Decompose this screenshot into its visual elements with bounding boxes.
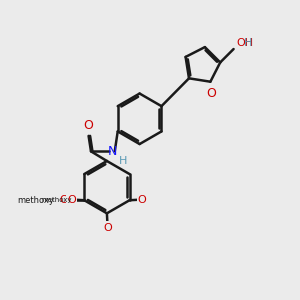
Text: O: O [206,87,216,100]
Text: H: H [119,156,127,167]
Text: methoxy: methoxy [18,196,55,205]
Text: H: H [243,38,252,47]
Text: OH: OH [236,38,253,47]
Text: O: O [84,119,94,132]
Text: O: O [68,195,76,205]
Text: O: O [59,195,68,205]
Text: N: N [108,145,117,158]
Text: O: O [103,223,112,232]
Text: O: O [138,195,146,205]
Text: methoxy: methoxy [41,197,72,203]
